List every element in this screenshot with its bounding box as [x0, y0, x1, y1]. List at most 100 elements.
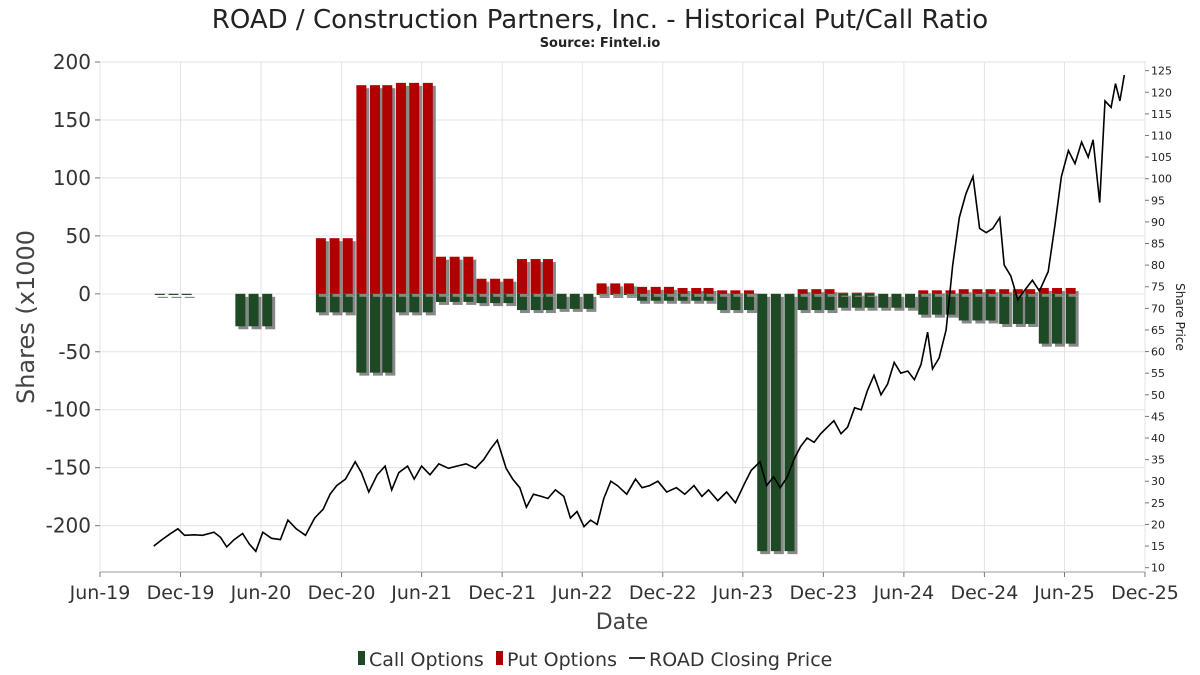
left-tick-label: 100 — [53, 166, 91, 190]
put-bar — [542, 259, 553, 294]
put-bar-shadow — [948, 293, 959, 297]
call-bar — [490, 293, 501, 304]
chart-title: ROAD / Construction Partners, Inc. - His… — [212, 5, 988, 35]
call-bar — [691, 293, 702, 301]
put-bar — [864, 292, 875, 294]
call-bar — [476, 293, 487, 304]
x-tick-label: Dec-20 — [308, 582, 376, 604]
put-bar — [999, 289, 1010, 294]
left-axis-ticks: -200 -150 -100 -50 0 50 100 150 200 — [46, 50, 100, 538]
x-tick-label: Jun-25 — [1033, 582, 1095, 604]
x-tick-label: Dec-19 — [147, 582, 215, 604]
call-bar — [1052, 293, 1062, 344]
call-bar — [248, 293, 259, 327]
put-bar — [329, 238, 340, 294]
chart-subtitle: Source: Fintel.io — [540, 36, 661, 51]
put-bar-shadow — [680, 291, 691, 297]
put-bar-shadow — [694, 291, 705, 297]
put-bar-shadow — [814, 292, 825, 297]
right-tick-label: 40 — [1151, 432, 1165, 445]
right-tick-label: 45 — [1151, 410, 1165, 423]
put-bar — [730, 290, 741, 294]
put-bar — [931, 290, 942, 294]
call-bar-shadow — [184, 296, 195, 298]
price-line — [153, 74, 1126, 553]
call-bar-shadow — [171, 296, 182, 298]
put-bar-shadow — [1055, 291, 1065, 297]
put-bar — [972, 289, 983, 294]
left-tick-label: -50 — [58, 340, 91, 364]
put-bar — [409, 82, 420, 294]
right-tick-label: 65 — [1151, 324, 1165, 337]
call-bar — [972, 293, 983, 321]
put-bar — [610, 283, 621, 294]
x-axis-ticks: Jun-19 Dec-19 Jun-20 Dec-20 Jun-21 Dec-21 Jun-… — [69, 572, 1179, 604]
left-tick-label: 200 — [53, 50, 91, 74]
put-bar — [370, 85, 380, 294]
call-bar — [878, 293, 889, 308]
call-bar — [1065, 293, 1076, 344]
put-bar-shadow — [988, 292, 999, 297]
put-bar-shadow — [733, 293, 744, 297]
put-bar — [918, 290, 929, 294]
call-bar — [449, 293, 460, 302]
put-bar — [958, 289, 969, 294]
call-bar — [235, 293, 246, 327]
put-bar — [851, 292, 862, 294]
y2-axis-label: Share Price — [1173, 283, 1187, 351]
x-tick-label: Dec-22 — [629, 582, 697, 604]
call-bar — [838, 293, 849, 308]
right-tick-label: 90 — [1151, 216, 1165, 229]
right-tick-label: 95 — [1151, 194, 1165, 207]
put-bar-shadow — [841, 295, 852, 297]
put-bar-shadow — [706, 291, 717, 297]
put-bar — [744, 290, 754, 294]
legend-put-label: Put Options — [507, 649, 617, 671]
call-bar — [730, 293, 741, 311]
put-bar — [985, 289, 996, 294]
call-bar — [463, 293, 474, 302]
x-tick-label: Jun-21 — [390, 582, 452, 604]
put-bar — [395, 82, 406, 294]
put-bar-shadow — [961, 292, 972, 297]
call-bar — [999, 293, 1010, 324]
call-bar — [985, 293, 996, 321]
call-bar — [770, 293, 781, 552]
legend-price-label: ROAD Closing Price — [649, 649, 832, 671]
call-bar — [851, 293, 862, 308]
right-tick-label: 75 — [1151, 281, 1165, 294]
call-bar — [516, 293, 527, 311]
call-bar — [409, 293, 420, 313]
put-bar-shadow — [934, 293, 945, 297]
call-bar — [797, 293, 808, 311]
x-tick-label: Jun-23 — [711, 582, 773, 604]
call-bar — [650, 293, 661, 301]
call-bar — [663, 293, 674, 301]
put-bar — [516, 259, 527, 294]
call-bar — [757, 293, 768, 552]
put-bar-shadow — [1041, 291, 1052, 297]
legend-call-swatch — [358, 651, 365, 665]
put-bar — [315, 238, 326, 294]
call-bar — [503, 293, 514, 304]
call-bar-shadow — [626, 296, 637, 298]
left-tick-label: 150 — [53, 108, 91, 132]
put-bar-shadow — [854, 295, 865, 297]
put-bar-shadow — [867, 295, 878, 297]
call-bar — [824, 293, 835, 311]
call-bar — [864, 293, 875, 308]
call-bar — [945, 293, 956, 315]
call-bar — [154, 293, 165, 295]
call-bar — [637, 293, 648, 301]
x-tick-label: Dec-23 — [789, 582, 857, 604]
x-tick-label: Jun-24 — [873, 582, 935, 604]
right-tick-label: 25 — [1151, 497, 1165, 510]
call-bar — [811, 293, 822, 311]
call-bar — [569, 293, 580, 309]
put-bar — [530, 259, 541, 294]
call-bar — [436, 293, 446, 302]
x-tick-label: Jun-19 — [69, 582, 131, 604]
right-tick-label: 10 — [1151, 562, 1165, 575]
put-bar — [824, 289, 835, 294]
